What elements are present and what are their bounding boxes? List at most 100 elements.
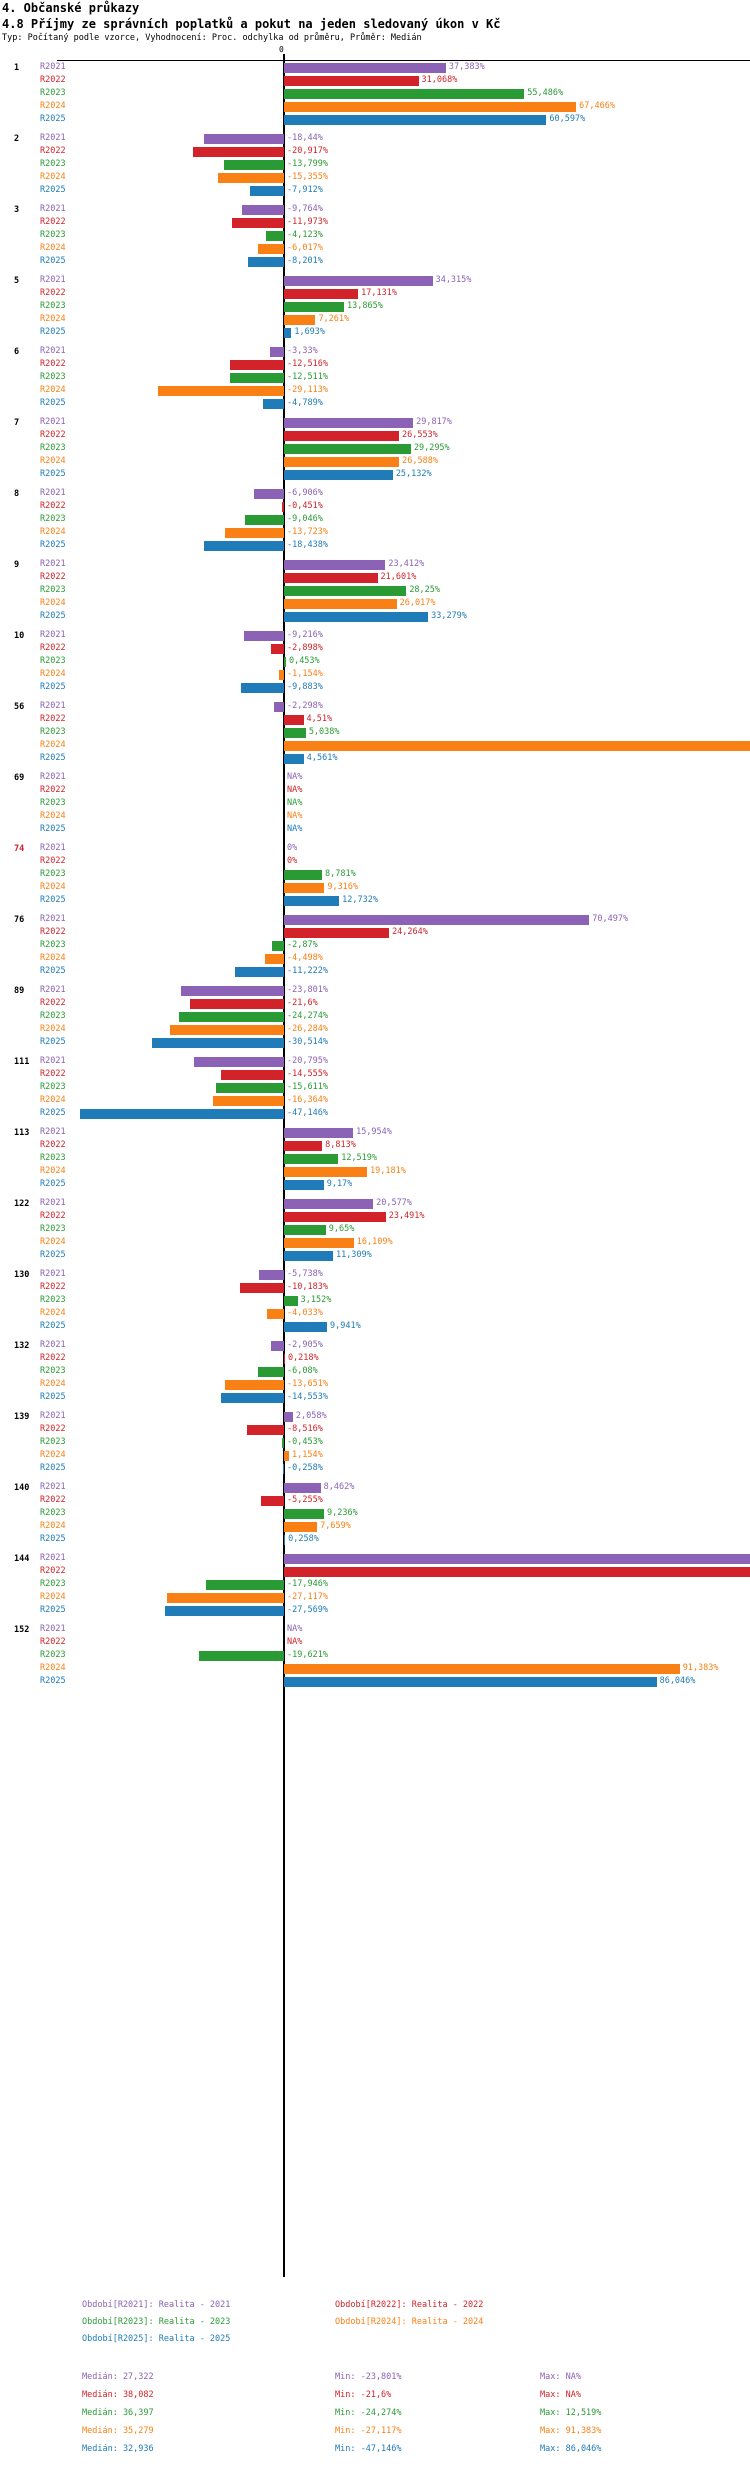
bar[interactable] [284,714,304,725]
bar[interactable] [284,1450,289,1461]
bar[interactable] [271,643,284,654]
bar[interactable] [261,1495,284,1506]
bar-row[interactable]: R2022 [0,1565,750,1578]
bar-row[interactable]: R2021 23,412% [0,558,750,571]
bar[interactable] [284,559,386,570]
bar-row[interactable]: R2022 0% [0,855,750,868]
bar-row[interactable]: R2022 -8,516% [0,1423,750,1436]
bar-row[interactable]: R2022 8,813% [0,1139,750,1152]
bar-row[interactable]: R2023 -12,511% [0,371,750,384]
bar[interactable] [284,1321,328,1332]
bar[interactable] [284,1127,354,1138]
bar[interactable] [282,501,284,512]
bar-row[interactable]: R2023 12,519% [0,1152,750,1165]
bar[interactable] [235,966,284,977]
bar-row[interactable]: R2021 NA% [0,771,750,784]
bar-row[interactable]: R2021 -2,905% [0,1339,750,1352]
bar-row[interactable]: R2023 -15,611% [0,1081,750,1094]
bar[interactable] [284,753,304,764]
bar-row[interactable]: R2022 -14,555% [0,1068,750,1081]
bar-row[interactable]: R2022 -5,255% [0,1494,750,1507]
bar[interactable] [79,1108,284,1119]
legend-item[interactable]: Období[R2021]: Realita - 2021 [82,2300,231,2310]
bar-row[interactable]: R2021 [0,1552,750,1565]
bar[interactable] [241,682,284,693]
bar[interactable] [284,75,419,86]
bar[interactable] [257,1366,284,1377]
bar-row[interactable]: R2022 -11,973% [0,216,750,229]
bar[interactable] [284,417,414,428]
bar[interactable] [284,327,292,338]
bar-row[interactable]: R2022 -21,6% [0,997,750,1010]
bar[interactable] [206,1579,284,1590]
bar-row[interactable]: R2023 0,453% [0,655,750,668]
bar-row[interactable]: R2024 -4,498% [0,952,750,965]
bar[interactable] [284,927,390,938]
bar-row[interactable]: R2021 -3,33% [0,345,750,358]
bar[interactable] [284,1508,324,1519]
bar-row[interactable]: R2024 16,109% [0,1236,750,1249]
bar[interactable] [284,1663,680,1674]
bar-row[interactable]: R2025 9,17% [0,1178,750,1191]
bar[interactable] [284,1521,318,1532]
bar-row[interactable]: R2022 -0,451% [0,500,750,513]
bar[interactable] [284,114,547,125]
bar-row[interactable]: R2023 8,781% [0,868,750,881]
bar-row[interactable]: R2024 7,261% [0,313,750,326]
bar[interactable] [284,869,323,880]
bar-row[interactable]: R2021 37,383% [0,61,750,74]
bar-row[interactable]: R2022 4,51% [0,713,750,726]
bar-row[interactable]: R2022 -12,516% [0,358,750,371]
bar-row[interactable]: R2025 -8,201% [0,255,750,268]
bar-row[interactable]: R2021 -23,801% [0,984,750,997]
bar[interactable] [241,204,284,215]
bar[interactable] [220,1392,284,1403]
bar[interactable] [284,1224,326,1235]
bar[interactable] [271,1340,284,1351]
bar-row[interactable]: R2024 -13,651% [0,1378,750,1391]
bar-row[interactable]: R2021 34,315% [0,274,750,287]
bar-row[interactable]: R2023 -24,274% [0,1010,750,1023]
bar[interactable] [271,940,284,951]
bar[interactable] [263,398,284,409]
bar-row[interactable]: R2025 -9,883% [0,681,750,694]
bar[interactable] [266,230,284,241]
bar-row[interactable]: R2025 -47,146% [0,1107,750,1120]
bar-row[interactable]: R2025 25,132% [0,468,750,481]
bar-row[interactable]: R2024 -15,355% [0,171,750,184]
bar-row[interactable]: R2022 26,553% [0,429,750,442]
bar-row[interactable]: R2022 NA% [0,1636,750,1649]
bar[interactable] [284,275,433,286]
bar-row[interactable]: R2021 0% [0,842,750,855]
bar-row[interactable]: R2021 -6,906% [0,487,750,500]
bar-row[interactable]: R2025 12,732% [0,894,750,907]
bar[interactable] [220,1069,284,1080]
bar[interactable] [284,572,378,583]
bar[interactable] [284,1534,286,1545]
bar-row[interactable]: R2025 11,309% [0,1249,750,1262]
bar[interactable] [216,1082,284,1093]
bar[interactable] [284,301,345,312]
bar-row[interactable]: R2025 4,561% [0,752,750,765]
bar[interactable] [284,1553,750,1564]
bar-row[interactable]: R2025 -14,553% [0,1391,750,1404]
bar-row[interactable]: R2022 31,068% [0,74,750,87]
bar-row[interactable]: R2023 -19,621% [0,1649,750,1662]
bar-row[interactable]: R2024 1,154% [0,1449,750,1462]
bar[interactable] [284,1676,657,1687]
bar[interactable] [284,1211,386,1222]
bar[interactable] [284,1237,354,1248]
bar[interactable] [259,1269,284,1280]
bar-row[interactable]: R2024 -26,284% [0,1023,750,1036]
bar-row[interactable]: R2023 -4,123% [0,229,750,242]
bar[interactable] [232,217,284,228]
legend-item[interactable]: Období[R2022]: Realita - 2022 [335,2300,484,2310]
bar[interactable] [284,882,325,893]
bar[interactable] [229,372,284,383]
bar[interactable] [248,256,284,267]
bar[interactable] [284,1566,750,1577]
bar-row[interactable]: R2023 3,152% [0,1294,750,1307]
bar-row[interactable]: R2021 -9,216% [0,629,750,642]
bar-row[interactable]: R2023 55,486% [0,87,750,100]
bar-row[interactable]: R2023 13,865% [0,300,750,313]
